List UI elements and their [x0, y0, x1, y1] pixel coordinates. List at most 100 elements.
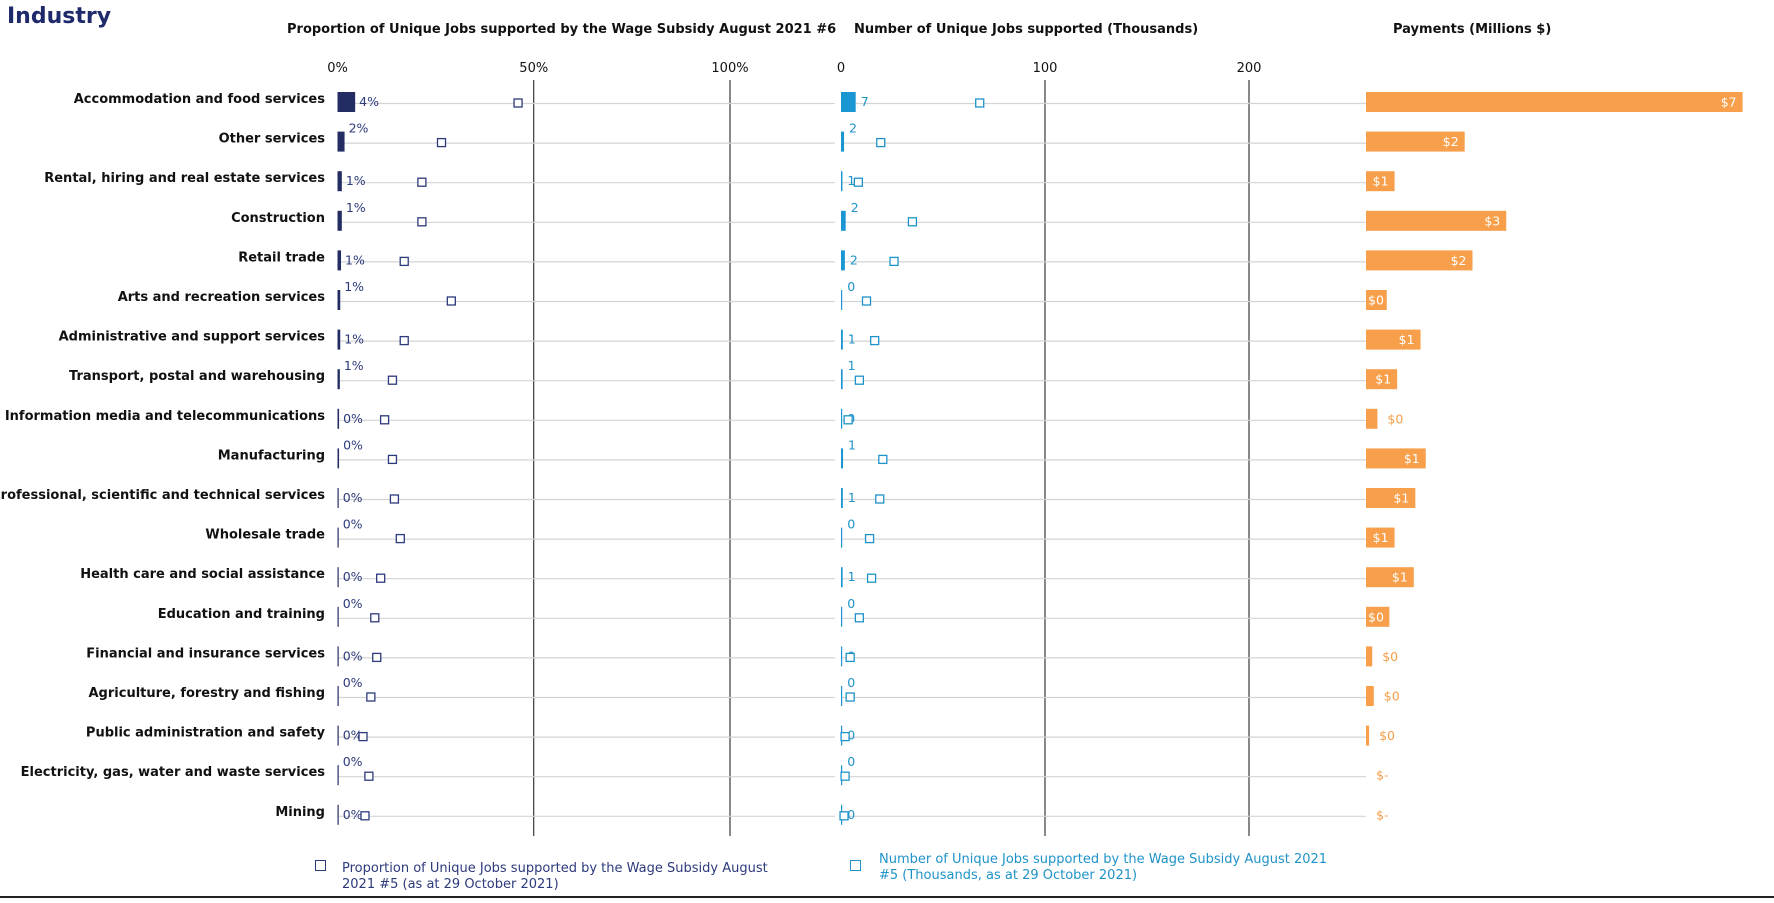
row-13: Education and training 0% 0 $0 — [158, 596, 1390, 627]
bar-proportion — [337, 567, 339, 588]
marker-jobs — [870, 335, 880, 346]
category-label: Other services — [219, 132, 326, 147]
marker-proportion — [372, 652, 382, 663]
legend-label-proportion: Proportion of Unique Jobs supported by t… — [342, 861, 768, 892]
data-label-proportion: 1% — [346, 173, 366, 188]
bar-proportion — [337, 408, 340, 429]
bar-payments — [1366, 131, 1465, 152]
panel-title-proportion: Proportion of Unique Jobs supported by t… — [287, 22, 836, 37]
data-label-jobs: 2 — [850, 252, 858, 267]
data-label-payments: $1 — [1373, 530, 1389, 545]
row-3: Construction 1% 2 $3 — [231, 200, 1507, 231]
marker-jobs — [845, 652, 855, 663]
data-label-payments: $7 — [1721, 95, 1737, 110]
bar-jobs — [841, 488, 843, 508]
bar-payments — [1366, 171, 1395, 192]
data-label-jobs: 1 — [848, 332, 856, 347]
data-label-jobs: 1 — [848, 490, 856, 505]
marker-jobs — [975, 98, 985, 108]
bar-proportion — [337, 725, 339, 746]
row-5: Arts and recreation services 1% 0 $0 — [118, 279, 1387, 310]
data-label-payments: $1 — [1392, 570, 1408, 585]
data-label-proportion: 1% — [344, 358, 364, 373]
row-15: Agriculture, forestry and fishing 0% 0 $0 — [89, 675, 1400, 706]
row-17: Electricity, gas, water and waste servic… — [21, 754, 1388, 786]
category-label: Professional, scientific and technical s… — [0, 488, 325, 503]
marker-jobs — [845, 692, 855, 702]
marker-proportion — [366, 692, 376, 702]
category-label: Accommodation and food services — [74, 92, 326, 107]
data-label-jobs: 0 — [847, 596, 855, 611]
bar-jobs — [841, 210, 846, 231]
data-label-proportion: 2% — [349, 121, 369, 136]
data-label-jobs: 0 — [847, 754, 855, 769]
data-label-proportion: 1% — [344, 332, 364, 347]
marker-jobs — [843, 415, 853, 425]
category-label: Rental, hiring and real estate services — [44, 171, 325, 186]
panel-headers: Proportion of Unique Jobs supported by t… — [287, 22, 1551, 76]
category-label: Agriculture, forestry and fishing — [89, 686, 326, 701]
data-label-proportion: 4% — [359, 94, 379, 109]
bar-jobs — [841, 369, 843, 390]
data-label-jobs: 1 — [848, 358, 856, 373]
bar-payments — [1366, 210, 1507, 231]
row-11: Wholesale trade 0% 0 $1 — [205, 517, 1395, 548]
data-label-proportion: 0% — [343, 754, 363, 769]
data-label-payments: $2 — [1443, 134, 1459, 149]
bar-payments — [1366, 250, 1473, 271]
marker-jobs — [864, 533, 875, 544]
bar-jobs — [841, 408, 843, 429]
bar-jobs — [841, 131, 845, 152]
data-label-payments: $0 — [1368, 293, 1384, 308]
data-label-proportion: 0% — [343, 728, 363, 743]
bar-payments — [1366, 488, 1416, 508]
marker-proportion — [399, 335, 409, 346]
category-rows: Accommodation and food services 4% 7 $7 Othe… — [0, 92, 1743, 825]
bar-payments — [1366, 92, 1743, 112]
data-label-payments: $0 — [1387, 411, 1403, 426]
data-label-jobs: 0 — [847, 517, 855, 532]
marker-proportion — [436, 137, 447, 148]
bar-payments — [1366, 725, 1370, 746]
bar-jobs — [841, 527, 843, 548]
marker-jobs — [854, 613, 865, 623]
category-label: Financial and insurance services — [86, 646, 325, 661]
marker-jobs — [861, 296, 872, 306]
bar-jobs — [841, 250, 845, 271]
row-7: Transport, postal and warehousing 1% 1 $1 — [69, 358, 1398, 390]
tick-label-proportion-0: 0% — [327, 61, 348, 76]
row-18: Mining 0% 0 $- — [275, 804, 1388, 825]
data-label-payments: $2 — [1451, 253, 1467, 268]
data-label-payments: $0 — [1379, 728, 1395, 743]
category-label: Education and training — [158, 607, 325, 622]
tick-label-proportion-1: 50% — [519, 61, 548, 76]
row-6: Administrative and support services 1% 1 $1 — [59, 329, 1421, 350]
data-label-proportion: 0% — [343, 437, 363, 452]
tick-label-proportion-2: 100% — [711, 61, 748, 76]
bar-jobs — [841, 646, 843, 667]
panel-title-payments: Payments (Millions $) — [1393, 22, 1551, 37]
bar-payments — [1366, 448, 1426, 469]
data-label-jobs: 0 — [847, 728, 855, 743]
data-label-jobs: 2 — [849, 121, 857, 136]
marker-jobs — [907, 217, 918, 227]
marker-proportion — [395, 533, 405, 544]
bar-jobs — [841, 92, 856, 112]
data-label-payments: $1 — [1393, 491, 1409, 506]
data-label-proportion: 0% — [343, 675, 363, 690]
panel-title-jobs: Number of Unique Jobs supported (Thousan… — [854, 22, 1198, 37]
marker-jobs — [889, 256, 899, 267]
category-label: Arts and recreation services — [118, 290, 326, 305]
row-16: Public administration and safety 0% 0 $0 — [86, 725, 1395, 746]
data-label-jobs: 1 — [848, 437, 856, 452]
legend-marker-jobs — [850, 860, 861, 871]
category-label: Information media and telecommunications — [5, 409, 325, 424]
bar-jobs — [841, 448, 844, 469]
row-4: Retail trade 1% 2 $2 — [238, 250, 1473, 271]
marker-proportion — [417, 177, 427, 187]
marker-jobs — [839, 811, 849, 821]
category-label: Health care and social assistance — [80, 567, 325, 582]
data-label-payments: $1 — [1404, 451, 1420, 466]
data-label-payments: $1 — [1373, 174, 1389, 189]
